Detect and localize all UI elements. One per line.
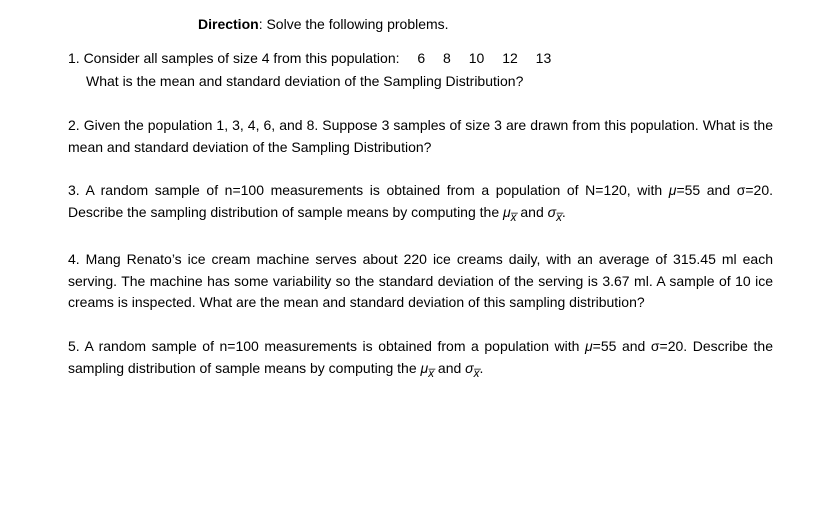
direction-label: Direction bbox=[198, 16, 259, 32]
q3-mux: μ bbox=[503, 204, 511, 220]
question-1-line-1: 1. Consider all samples of size 4 from t… bbox=[68, 48, 773, 70]
q3-text-c: and bbox=[517, 204, 548, 220]
question-4: 4. Mang Renato’s ice cream machine serve… bbox=[68, 249, 773, 314]
direction-line: Direction: Solve the following problems. bbox=[198, 14, 773, 36]
question-5: 5. A random sample of n=100 measurements… bbox=[68, 336, 773, 383]
direction-text: : Solve the following problems. bbox=[259, 16, 449, 32]
document-page: Direction: Solve the following problems.… bbox=[0, 0, 817, 397]
q3-text-a: 3. A random sample of n=100 measurements… bbox=[68, 182, 669, 198]
question-1-line-2: What is the mean and standard deviation … bbox=[86, 71, 773, 93]
question-1: 1. Consider all samples of size 4 from t… bbox=[68, 48, 773, 93]
q5-sigma: σ bbox=[465, 360, 473, 376]
q5-text-a: 5. A random sample of n=100 measurements… bbox=[68, 338, 585, 354]
question-2: 2. Given the population 1, 3, 4, 6, and … bbox=[68, 115, 773, 158]
q5-text-d: . bbox=[479, 360, 483, 376]
q5-text-c: and bbox=[434, 360, 465, 376]
q3-text-d: . bbox=[562, 204, 566, 220]
question-3: 3. A random sample of n=100 measurements… bbox=[68, 180, 773, 227]
q3-sigma: σ bbox=[548, 204, 556, 220]
q5-mu: μ bbox=[585, 338, 593, 354]
